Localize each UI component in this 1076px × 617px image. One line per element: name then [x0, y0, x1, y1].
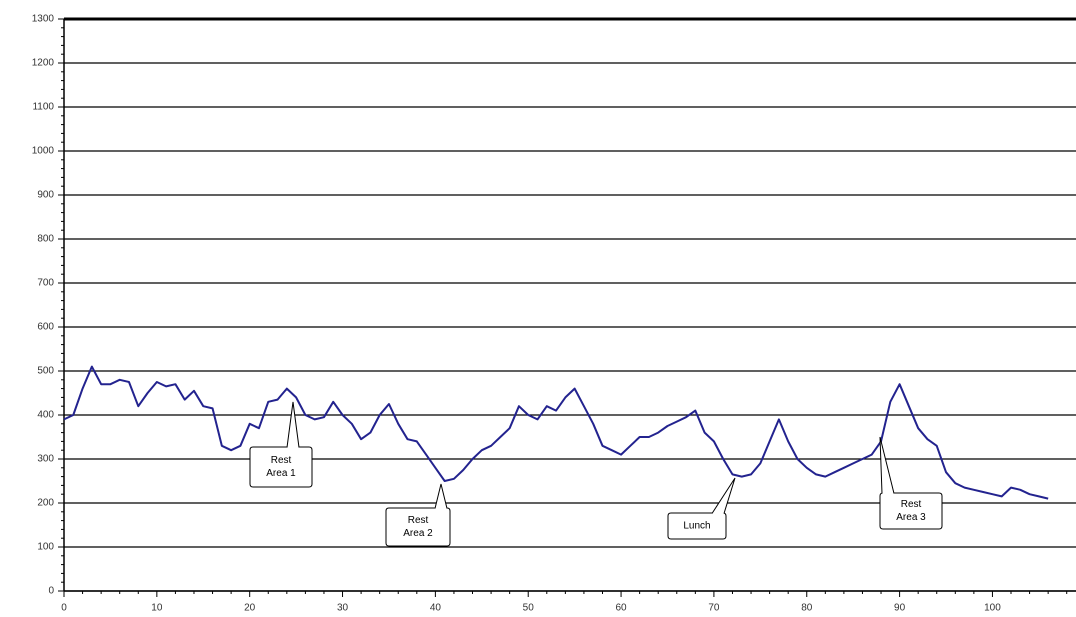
y-tick-label: 1000 — [32, 146, 55, 157]
y-tick-label: 600 — [37, 322, 54, 333]
x-tick-label: 40 — [430, 603, 442, 614]
callout-text: Rest — [408, 515, 429, 526]
callout: Lunch — [667, 477, 736, 540]
x-tick-label: 90 — [894, 603, 906, 614]
callout-box — [249, 446, 313, 488]
y-tick-label: 500 — [37, 366, 54, 377]
y-tick-label: 200 — [37, 498, 54, 509]
callout-box — [879, 492, 943, 530]
y-tick-label: 800 — [37, 234, 54, 245]
callout-pointer — [286, 401, 300, 448]
callout: Rest Area 1 — [249, 401, 313, 488]
y-tick-label: 900 — [37, 190, 54, 201]
x-tick-label: 80 — [801, 603, 813, 614]
callout-pointer — [879, 436, 895, 494]
y-tick-label: 400 — [37, 410, 54, 421]
data-line — [63, 365, 1049, 500]
y-tick-label: 0 — [48, 586, 54, 597]
callout-box — [385, 507, 451, 547]
callout-text: Area 3 — [896, 512, 926, 523]
callout-text: Area 2 — [403, 528, 433, 539]
y-tick-label: 1300 — [32, 14, 55, 25]
x-tick-label: 10 — [151, 603, 163, 614]
x-tick-label: 50 — [523, 603, 535, 614]
y-tick-label: 100 — [37, 542, 54, 553]
y-tick-label: 300 — [37, 454, 54, 465]
x-tick-label: 60 — [616, 603, 628, 614]
callout-text: Rest — [271, 455, 292, 466]
callout-box — [667, 512, 727, 540]
callout-pointer — [434, 483, 448, 509]
x-tick-label: 70 — [708, 603, 720, 614]
callout-text: Lunch — [683, 521, 710, 532]
x-tick-label: 20 — [244, 603, 256, 614]
y-tick-label: 1200 — [32, 58, 55, 69]
callout-pointer — [711, 477, 736, 514]
callout: Rest Area 2 — [385, 483, 451, 547]
callout-text: Area 1 — [266, 468, 296, 479]
x-tick-label: 100 — [984, 603, 1001, 614]
callout: Rest Area 3 — [879, 436, 943, 530]
x-tick-label: 0 — [61, 603, 67, 614]
y-tick-label: 700 — [37, 278, 54, 289]
x-tick-label: 30 — [337, 603, 349, 614]
callout-text: Rest — [901, 499, 922, 510]
y-tick-label: 1100 — [32, 102, 54, 113]
